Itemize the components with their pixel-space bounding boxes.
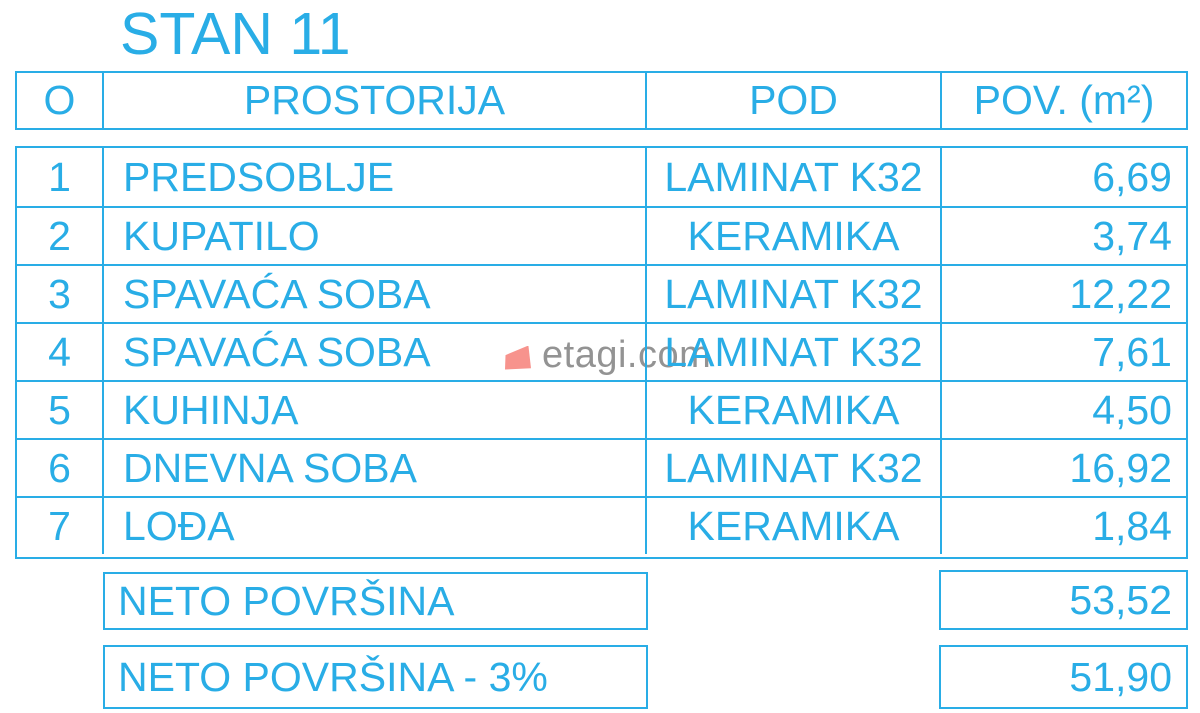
table-row: 1 PREDSOBLJE LAMINAT K32 6,69: [17, 148, 1186, 206]
floor-type: KERAMIKA: [645, 208, 940, 264]
row-number: 4: [48, 328, 71, 375]
row-number: 5: [48, 386, 71, 433]
rooms-table: 1 PREDSOBLJE LAMINAT K32 6,69 2 KUPATILO…: [15, 146, 1188, 559]
floor-type: LAMINAT K32: [645, 148, 940, 206]
row-number: 3: [48, 270, 71, 317]
room-name: DNEVNA SOBA: [102, 440, 645, 496]
table-row: 5 KUHINJA KERAMIKA 4,50: [17, 380, 1186, 438]
area-value: 16,92: [940, 440, 1186, 496]
area-value: 3,74: [940, 208, 1186, 264]
neto-povrsina-minus3-label: NETO POVRŠINA - 3%: [103, 645, 648, 709]
floor-type: LAMINAT K32: [645, 266, 940, 322]
table-header: O PROSTORIJA POD POV. (m²): [15, 71, 1188, 130]
floor-type: KERAMIKA: [645, 498, 940, 554]
col-header-o: O: [43, 77, 76, 123]
table-row: 6 DNEVNA SOBA LAMINAT K32 16,92: [17, 438, 1186, 496]
room-name: SPAVAĆA SOBA: [102, 324, 645, 380]
row-number: 1: [48, 153, 71, 200]
col-header-prostorija: PROSTORIJA: [102, 73, 645, 128]
table-row: 3 SPAVAĆA SOBA LAMINAT K32 12,22: [17, 264, 1186, 322]
room-name: KUHINJA: [102, 382, 645, 438]
watermark-text: etagi.com: [542, 334, 712, 376]
room-name: SPAVAĆA SOBA: [102, 266, 645, 322]
table-row: 2 KUPATILO KERAMIKA 3,74: [17, 206, 1186, 264]
table-row: 4 SPAVAĆA SOBA LAMINAT K32 7,61: [17, 322, 1186, 380]
neto-povrsina-minus3-value: 51,90: [939, 645, 1188, 709]
room-name: PREDSOBLJE: [102, 148, 645, 206]
room-name: LOĐA: [102, 498, 645, 554]
room-name: KUPATILO: [102, 208, 645, 264]
row-number: 6: [48, 444, 71, 491]
page-title: STAN 11: [120, 1, 351, 67]
area-value: 4,50: [940, 382, 1186, 438]
row-number: 2: [48, 212, 71, 259]
floor-type: KERAMIKA: [645, 382, 940, 438]
neto-povrsina-label: NETO POVRŠINA: [103, 572, 648, 630]
row-number: 7: [48, 502, 71, 549]
neto-povrsina-value: 53,52: [939, 570, 1188, 630]
col-header-pov: POV. (m²): [940, 73, 1186, 128]
floor-type: LAMINAT K32: [645, 324, 940, 380]
area-value: 7,61: [940, 324, 1186, 380]
area-value: 1,84: [940, 498, 1186, 554]
area-value: 12,22: [940, 266, 1186, 322]
col-header-pod: POD: [645, 73, 940, 128]
area-value: 6,69: [940, 148, 1186, 206]
floor-type: LAMINAT K32: [645, 440, 940, 496]
watermark: etagi.com: [505, 334, 711, 377]
table-row: 7 LOĐA KERAMIKA 1,84: [17, 496, 1186, 554]
